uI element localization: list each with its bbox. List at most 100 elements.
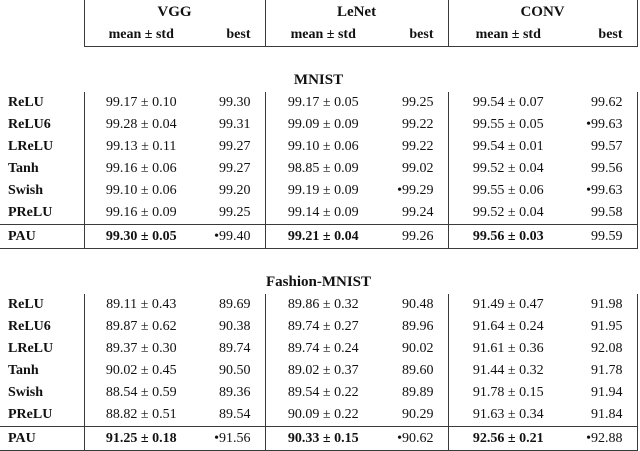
mean-std-cell: 99.17 ± 0.10	[83, 92, 198, 114]
mean-std-cell: 91.49 ± 0.47	[447, 294, 569, 316]
mean-std-cell: 99.30 ± 0.05	[83, 224, 198, 249]
row-label: Swish	[8, 385, 44, 400]
best-cell: 99.27	[219, 139, 251, 154]
mean-std-cell: 99.10 ± 0.06	[83, 180, 198, 202]
best-cell: 89.89	[402, 385, 434, 400]
section-title-fashion-mnist: Fashion-MNIST	[266, 273, 372, 290]
best-cell: 90.38	[219, 319, 251, 334]
row-label: ReLU6	[8, 319, 51, 334]
best-cell: 99.25	[402, 95, 434, 110]
row-label: PReLU	[8, 205, 53, 220]
best-cell: 89.54	[219, 407, 251, 422]
best-cell: 91.95	[568, 316, 638, 338]
best-cell: •91.56	[198, 426, 266, 451]
best-cell: 90.48	[402, 297, 434, 312]
mean-std-cell: 99.19 ± 0.09	[264, 180, 382, 202]
table-row: LReLU 89.37 ± 0.30 89.74 89.74 ± 0.24 90…	[0, 338, 638, 360]
row-label: Tanh	[8, 161, 39, 176]
best-header: best	[568, 24, 638, 47]
section-title-mnist: MNIST	[293, 71, 344, 88]
mean-std-cell: 99.52 ± 0.04	[447, 158, 569, 180]
mean-std-cell: 99.54 ± 0.01	[447, 136, 569, 158]
mean-std-cell: 98.85 ± 0.09	[264, 158, 382, 180]
best-cell: 99.20	[219, 183, 251, 198]
section-title-row: MNIST	[0, 68, 637, 92]
row-label: PAU	[0, 426, 84, 451]
mean-std-cell: 99.13 ± 0.11	[83, 136, 198, 158]
column-group-header-conv: CONV	[447, 0, 638, 24]
table-row: Swish 88.54 ± 0.59 89.36 89.54 ± 0.22 89…	[0, 382, 638, 404]
mean-std-cell: 90.02 ± 0.45	[83, 360, 198, 382]
mean-std-cell: 99.14 ± 0.09	[264, 202, 382, 225]
mean-std-cell: 89.54 ± 0.22	[264, 382, 382, 404]
best-cell: 89.96	[402, 319, 434, 334]
best-cell: 99.24	[402, 205, 434, 220]
row-label: PReLU	[8, 407, 53, 422]
header-group-row: VGG LeNet CONV	[0, 0, 638, 24]
table-row: PReLU 88.82 ± 0.51 89.54 90.09 ± 0.22 90…	[0, 404, 638, 427]
mean-std-cell: 99.55 ± 0.05	[447, 114, 569, 136]
mean-std-header: mean ± std	[447, 24, 569, 47]
mean-std-cell: 91.64 ± 0.24	[447, 316, 569, 338]
row-label: ReLU	[8, 297, 44, 312]
mean-std-cell: 91.78 ± 0.15	[447, 382, 569, 404]
mean-std-cell: 99.28 ± 0.04	[83, 114, 198, 136]
mean-std-cell: 90.09 ± 0.22	[264, 404, 382, 427]
best-cell: •99.63	[568, 114, 638, 136]
header-corner-cell	[0, 0, 84, 24]
best-cell: 99.22	[402, 117, 434, 132]
best-cell: 91.78	[568, 360, 638, 382]
mean-std-cell: 89.02 ± 0.37	[264, 360, 382, 382]
best-cell: 99.27	[219, 161, 251, 176]
best-cell: 89.69	[219, 297, 251, 312]
mean-std-cell: 92.56 ± 0.21	[447, 426, 569, 451]
row-label: LReLU	[8, 139, 54, 154]
table-row: Tanh 99.16 ± 0.06 99.27 98.85 ± 0.09 99.…	[0, 158, 638, 180]
best-cell: 90.29	[402, 407, 434, 422]
best-cell: 99.58	[568, 202, 638, 225]
mean-std-cell: 89.74 ± 0.27	[264, 316, 382, 338]
spacer	[0, 249, 637, 271]
table-row: LReLU 99.13 ± 0.11 99.27 99.10 ± 0.06 99…	[0, 136, 638, 158]
mean-std-cell: 90.33 ± 0.15	[264, 426, 382, 451]
mean-std-cell: 91.63 ± 0.34	[447, 404, 569, 427]
table-row: ReLU6 89.87 ± 0.62 90.38 89.74 ± 0.27 89…	[0, 316, 638, 338]
mean-std-cell: 99.16 ± 0.06	[83, 158, 198, 180]
best-cell: 99.31	[219, 117, 251, 132]
header-corner-cell	[0, 24, 84, 47]
best-cell: 91.94	[568, 382, 638, 404]
section-title-row: Fashion-MNIST	[0, 270, 637, 294]
mean-std-cell: 99.21 ± 0.04	[264, 224, 382, 249]
mean-std-cell: 99.55 ± 0.06	[447, 180, 569, 202]
row-label: ReLU6	[8, 117, 51, 132]
best-cell: 90.50	[219, 363, 251, 378]
mean-std-header: mean ± std	[83, 24, 198, 47]
best-cell: 92.08	[568, 338, 638, 360]
best-cell: •99.29	[397, 183, 434, 198]
mean-std-cell: 99.09 ± 0.09	[264, 114, 382, 136]
row-label: Tanh	[8, 363, 39, 378]
mean-std-cell: 89.87 ± 0.62	[83, 316, 198, 338]
mean-std-cell: 91.61 ± 0.36	[447, 338, 569, 360]
row-label: Swish	[8, 183, 44, 198]
mean-std-cell: 99.52 ± 0.04	[447, 202, 569, 225]
row-label: LReLU	[8, 341, 54, 356]
mean-std-cell: 99.56 ± 0.03	[447, 224, 569, 249]
column-group-header-vgg: VGG	[83, 0, 266, 24]
best-cell: 89.60	[402, 363, 434, 378]
mean-std-cell: 89.74 ± 0.24	[264, 338, 382, 360]
best-cell: 90.02	[402, 341, 434, 356]
row-label: ReLU	[8, 95, 44, 110]
spacer	[0, 47, 637, 69]
mean-std-cell: 99.16 ± 0.09	[83, 202, 198, 225]
best-cell: 99.02	[402, 161, 434, 176]
mean-std-cell: 99.54 ± 0.07	[447, 92, 569, 114]
best-cell: 99.26	[381, 224, 449, 249]
mean-std-cell: 91.25 ± 0.18	[83, 426, 198, 451]
best-cell: 99.62	[568, 92, 638, 114]
mean-std-cell: 99.10 ± 0.06	[264, 136, 382, 158]
table-row: ReLU 99.17 ± 0.10 99.30 99.17 ± 0.05 99.…	[0, 92, 638, 114]
table-row-pau: PAU 99.30 ± 0.05 •99.40 99.21 ± 0.04 99.…	[0, 224, 638, 249]
header-sub-row: mean ± std best mean ± std best mean ± s…	[0, 24, 638, 47]
